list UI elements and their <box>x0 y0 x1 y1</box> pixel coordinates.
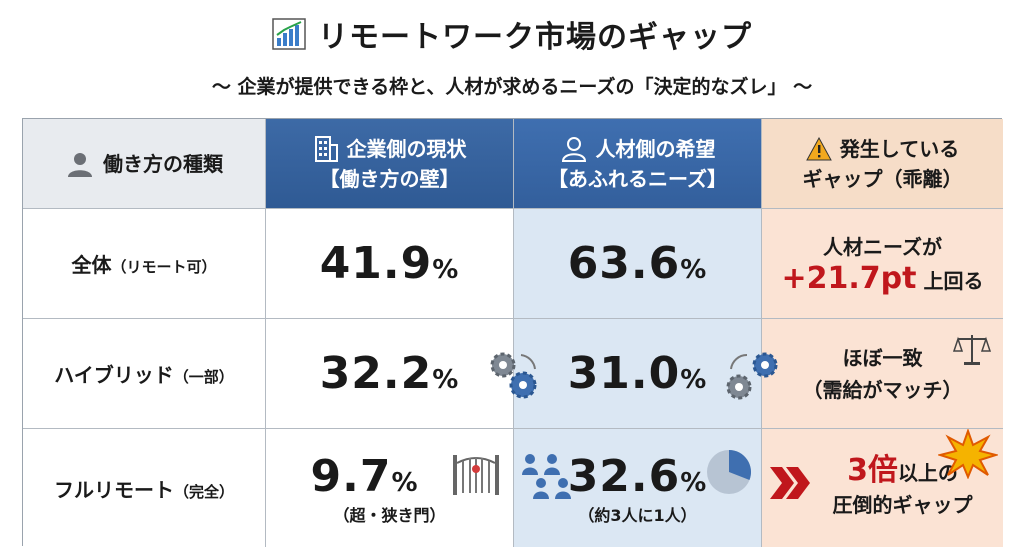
percent-sign: % <box>432 365 460 395</box>
value-number: 32.6 <box>567 450 681 502</box>
gears-icon <box>490 352 537 399</box>
header-want-sub: 【あふれるニーズ】 <box>548 166 727 191</box>
gap-emphasis: +21.7pt <box>781 260 917 296</box>
header-corp-label: 企業側の現状 <box>346 136 467 161</box>
page-subtitle: 〜 企業が提供できる枠と、人材が求めるニーズの「決定的なズレ」 〜 <box>211 76 813 98</box>
row-label-all: 全体（リモート可） <box>23 209 266 319</box>
building-icon <box>314 135 338 162</box>
percent-sign: % <box>680 467 708 498</box>
percent-sign: % <box>680 365 708 395</box>
row-label-main: ハイブリッド <box>54 363 174 387</box>
corp-value-all: 41.9% <box>266 209 514 319</box>
row-label-main: 全体 <box>71 253 112 277</box>
value-number: 31.0 <box>567 348 681 399</box>
scale-icon <box>952 335 992 365</box>
gap-emphasis: 3倍 <box>847 453 898 488</box>
header-want-label: 人材側の希望 <box>595 136 716 161</box>
percent-sign: % <box>391 467 419 498</box>
corp-value-full: 9.7% （超・狭き門） <box>266 429 514 547</box>
gap-line1: ほぼ一致 <box>842 345 923 370</box>
title-bar: リモートワーク市場のギャップ <box>0 12 1024 56</box>
percent-sign: % <box>432 255 460 285</box>
want-note: （約3人に1人） <box>578 505 697 525</box>
value-number: 9.7 <box>310 450 392 502</box>
header-gap: 発生している ギャップ（乖離） <box>762 119 1003 209</box>
row-label-hybrid: ハイブリッド（一部） <box>23 319 266 429</box>
gap-full: 3倍以上の 圧倒的ギャップ <box>762 429 1003 547</box>
gap-line2: （需給がマッチ） <box>802 377 963 402</box>
warning-icon <box>805 136 832 160</box>
gears-icon <box>726 352 778 400</box>
page-title-row: リモートワーク市場のギャップ <box>272 12 752 56</box>
value-number: 41.9 <box>319 238 433 289</box>
corp-note: （超・狭き門） <box>333 505 446 525</box>
page-title: リモートワーク市場のギャップ <box>318 20 752 55</box>
gate-icon <box>453 455 499 495</box>
people-group-icon <box>522 454 571 499</box>
row-label-sub: （完全） <box>173 482 234 501</box>
want-value-hybrid: 31.0% <box>514 319 762 429</box>
row-label-sub: （リモート可） <box>111 258 217 276</box>
row-label-sub: （一部） <box>173 368 234 386</box>
value-number: 63.6 <box>567 238 681 289</box>
bar-chart-icon <box>272 18 306 50</box>
header-type: 働き方の種類 <box>23 119 266 209</box>
person-outline-icon <box>561 136 586 162</box>
row-label-main: フルリモート <box>53 477 174 502</box>
header-type-label: 働き方の種類 <box>103 151 223 176</box>
want-value-all: 63.6% <box>514 209 762 319</box>
burst-icon <box>938 429 998 479</box>
comparison-table: 働き方の種類 企業側の現状 【働き方の壁】 <box>22 118 1003 547</box>
gap-hybrid: ほぼ一致 （需給がマッチ） <box>762 319 1003 429</box>
header-gap-label: 発生している <box>839 136 960 161</box>
percent-sign: % <box>680 255 708 285</box>
want-value-full: 32.6% （約3人に1人） <box>514 429 762 547</box>
gap-all: 人材ニーズが +21.7pt 上回る <box>762 209 1003 319</box>
row-label-full: フルリモート（完全） <box>23 429 266 547</box>
pie-icon <box>707 450 752 494</box>
person-icon <box>68 152 92 177</box>
header-corp: 企業側の現状 【働き方の壁】 <box>266 119 514 209</box>
gap-line1: 人材ニーズが <box>822 234 942 259</box>
corp-value-hybrid: 32.2% <box>266 319 514 429</box>
header-want: 人材側の希望 【あふれるニーズ】 <box>514 119 762 209</box>
value-number: 32.2 <box>319 348 433 399</box>
header-corp-sub: 【働き方の壁】 <box>319 166 460 191</box>
gap-line2: 圧倒的ギャップ <box>832 493 973 517</box>
chevrons-icon <box>770 467 810 499</box>
header-gap-sub: ギャップ（乖離） <box>802 166 963 191</box>
gap-line2: 上回る <box>923 268 984 293</box>
